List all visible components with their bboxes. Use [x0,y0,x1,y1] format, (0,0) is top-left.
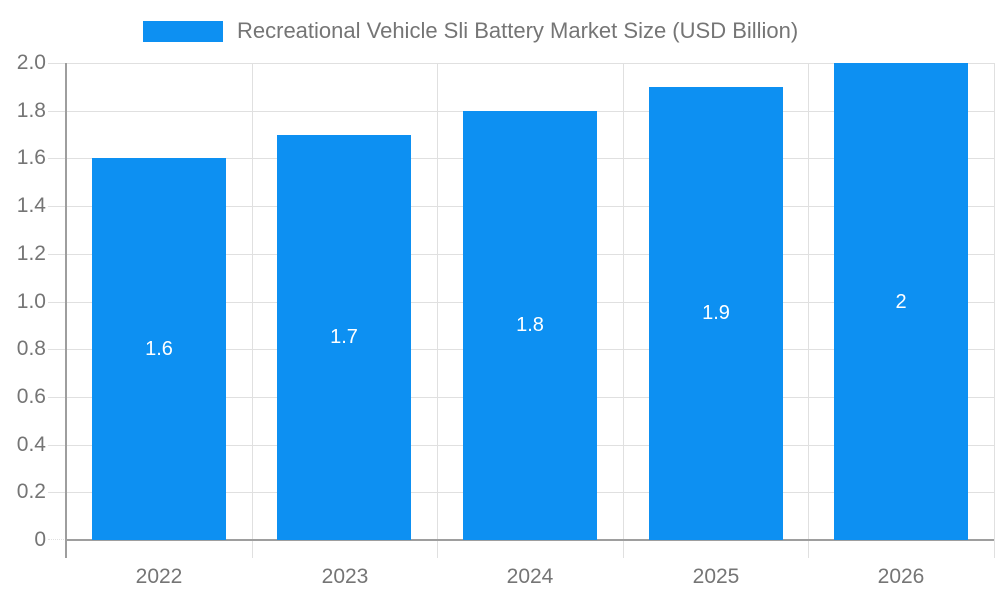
y-axis-tick-label: 0 [34,528,46,551]
x-axis-tick-label: 2022 [135,565,183,588]
bar-value-label: 2 [895,291,907,313]
x-axis-tick-label: 2024 [506,565,554,588]
y-axis-tick-label: 0.4 [16,433,46,456]
y-axis-tick-label: 1.2 [16,242,46,265]
y-axis-tick-label: 1.0 [16,290,46,313]
zero-tick-dotted [48,539,66,540]
y-axis-tick-label: 0.8 [16,337,46,360]
gridline-x [623,63,624,558]
gridline-x [808,63,809,558]
bar-2024 [463,111,597,540]
chart-title: Recreational Vehicle Sli Battery Market … [237,18,799,43]
gridline-x [252,63,253,558]
x-axis-tick-label: 2025 [692,565,740,588]
bar-value-label: 1.7 [330,326,358,348]
bar-2025 [649,87,783,540]
chart-legend: Recreational Vehicle Sli Battery Market … [143,18,798,44]
x-axis-line [65,539,994,541]
y-axis-tick-label: 0.2 [16,480,46,503]
bar-2022 [92,158,226,540]
x-axis-tick-label: 2023 [321,565,369,588]
y-axis-tick-label: 1.6 [16,146,46,169]
y-axis-tick-label: 2.0 [16,51,46,74]
gridline-x [994,63,995,558]
bar-2026 [834,63,968,540]
gridline-x [437,63,438,558]
y-axis-tick-label: 1.8 [16,99,46,122]
y-axis-tick-label: 0.6 [16,385,46,408]
gridline-y [48,63,994,64]
bar-value-label: 1.6 [145,338,173,360]
bar-2023 [277,135,411,540]
x-axis-tick-label: 2026 [877,565,925,588]
bar-value-label: 1.8 [516,314,544,336]
y-axis-line [65,63,67,558]
bar-value-label: 1.9 [702,302,730,324]
y-axis-tick-label: 1.4 [16,194,46,217]
legend-swatch [143,20,223,42]
